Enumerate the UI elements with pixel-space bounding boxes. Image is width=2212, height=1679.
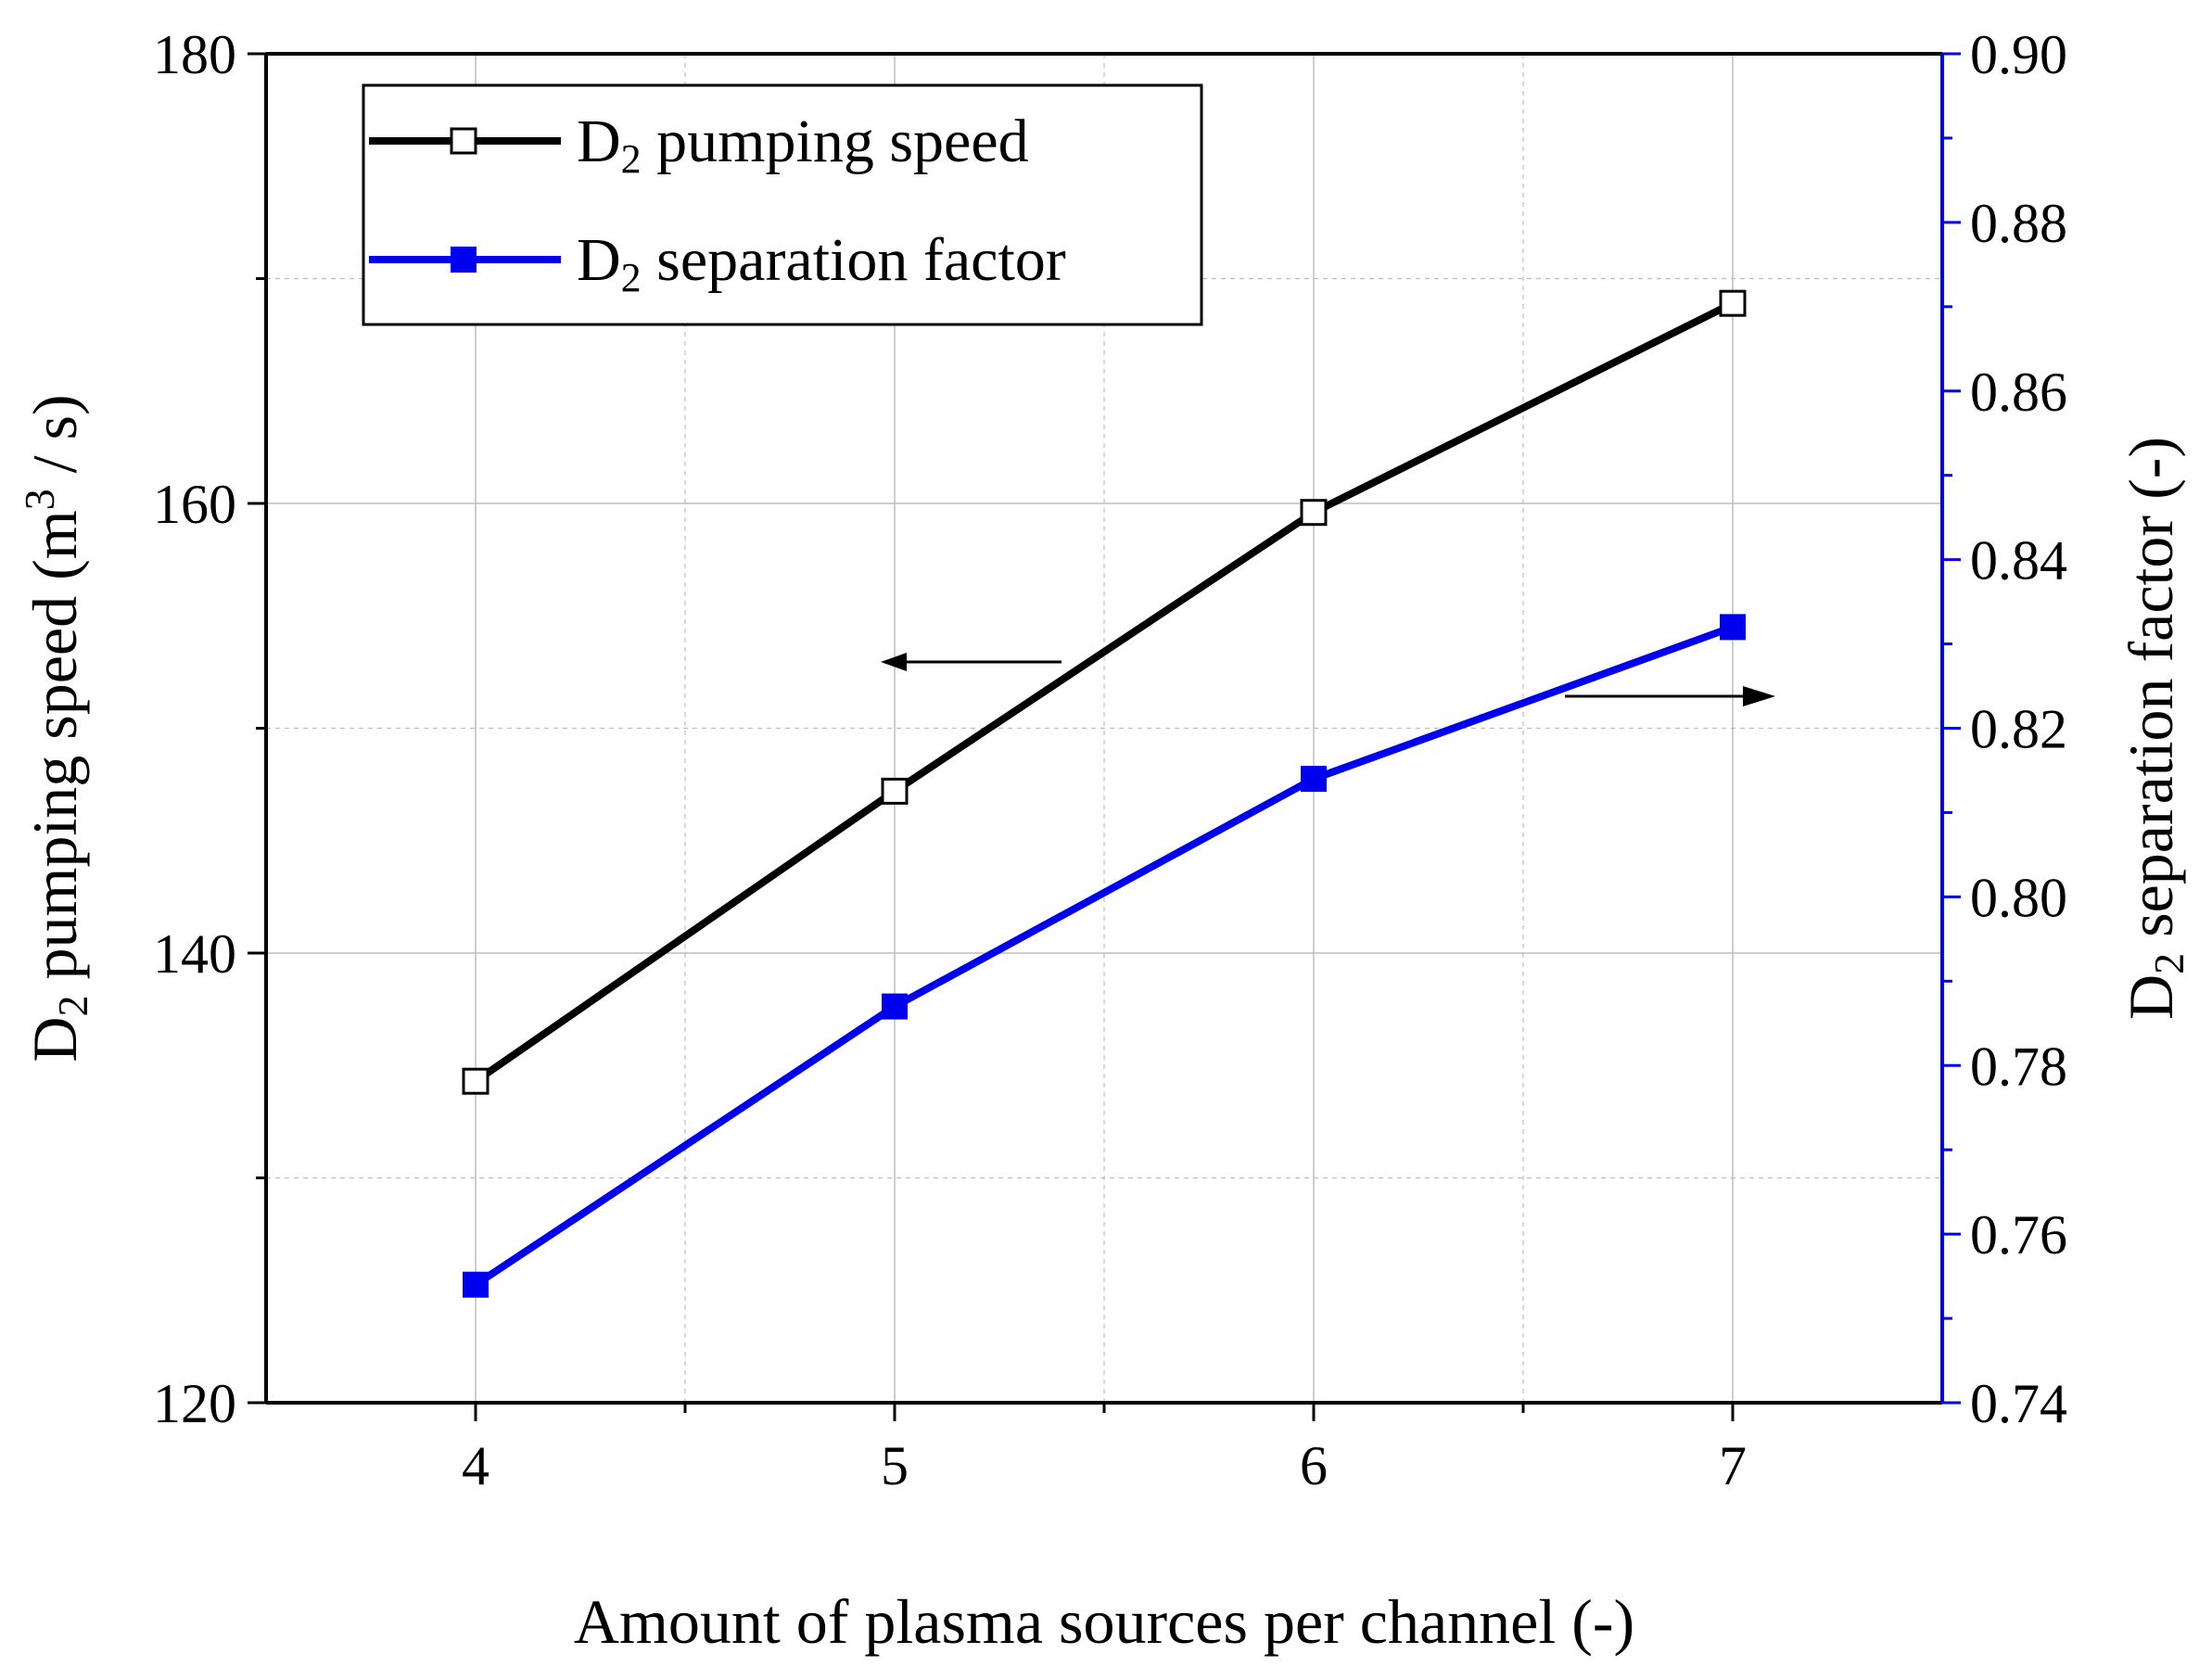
data-point-d2-pumping-speed	[1719, 289, 1747, 317]
y-tick-label-right: 0.74	[1970, 1373, 2067, 1434]
data-point-d2-pumping-speed	[1300, 499, 1328, 527]
y-axis-label-right: D2 separation factor (-)	[2116, 437, 2193, 1020]
legend-label-part: pumping speed	[642, 108, 1029, 175]
axes-layer	[248, 52, 1961, 1421]
annotation-arrowhead-left	[881, 653, 907, 671]
legend-label-subscript: 2	[621, 136, 642, 182]
y-tick-label-right: 0.84	[1970, 530, 2067, 591]
y-tick-label-left: 180	[153, 24, 236, 85]
legend-label-0: D2 pumping speed	[577, 108, 1029, 182]
legend-label-part: D	[577, 108, 621, 175]
series-layer	[462, 289, 1747, 1298]
y-axis-label-left-part: D	[19, 1017, 90, 1062]
x-tick-label: 6	[1300, 1435, 1328, 1496]
labels-layer: 4 5 6 7 120 140 160 180 0.74 0.76 0.78 0.80 0.82 0.84…	[16, 24, 2193, 1657]
legend-label-part: D	[577, 226, 621, 294]
y-tick-label-right: 0.90	[1970, 24, 2067, 85]
data-point-d2-separation-factor	[463, 1271, 489, 1298]
x-tick-label: 7	[1719, 1435, 1747, 1496]
legend-label-part: separation factor	[642, 226, 1066, 294]
y-axis-label-right-part: D	[2116, 974, 2186, 1020]
y-tick-label-left: 140	[153, 923, 236, 985]
y-tick-label-right: 0.88	[1970, 193, 2067, 254]
data-point-d2-pumping-speed	[462, 1067, 489, 1095]
legend-label-1: D2 separation factor	[577, 226, 1066, 300]
x-tick-label: 5	[881, 1435, 909, 1496]
x-tick-label: 4	[462, 1435, 489, 1496]
legend-box	[362, 83, 1203, 326]
y-tick-label-right: 0.78	[1970, 1036, 2067, 1097]
data-point-d2-separation-factor	[1720, 614, 1746, 641]
y-axis-label-left-part: pumping speed (m	[19, 510, 90, 995]
y-tick-label-right: 0.86	[1970, 362, 2067, 423]
legend-marker-1	[451, 247, 477, 273]
y-tick-label-right: 0.76	[1970, 1204, 2067, 1266]
data-point-d2-pumping-speed	[881, 777, 909, 805]
series-line-d2-separation-factor	[473, 623, 1735, 1289]
y-axis-label-left: D2 pumping speed (m3 / s)	[16, 394, 96, 1062]
y-tick-label-right: 0.80	[1970, 867, 2067, 928]
y-axis-label-left-subscript: 2	[49, 996, 96, 1017]
x-axis-label: Amount of plasma sources per channel (-)	[574, 1586, 1634, 1657]
data-point-d2-separation-factor	[1301, 766, 1327, 793]
legend-label-subscript: 2	[621, 255, 642, 300]
y-axis-label-right-subscript: 2	[2145, 953, 2193, 974]
data-point-d2-separation-factor	[882, 993, 908, 1020]
annotation-arrowhead-right	[1743, 686, 1775, 706]
y-tick-label-right: 0.82	[1970, 699, 2067, 760]
annotations	[881, 653, 1775, 706]
legend-marker-0	[450, 127, 477, 155]
y-tick-label-left: 160	[153, 474, 236, 535]
y-axis-label-right-part: separation factor (-)	[2116, 437, 2186, 953]
series-line-d2-pumping-speed	[473, 299, 1735, 1085]
y-tick-label-left: 120	[153, 1373, 236, 1434]
y-axis-label-left-superscript: 3	[16, 489, 63, 510]
y-axis-label-left-part: / s)	[19, 394, 90, 489]
